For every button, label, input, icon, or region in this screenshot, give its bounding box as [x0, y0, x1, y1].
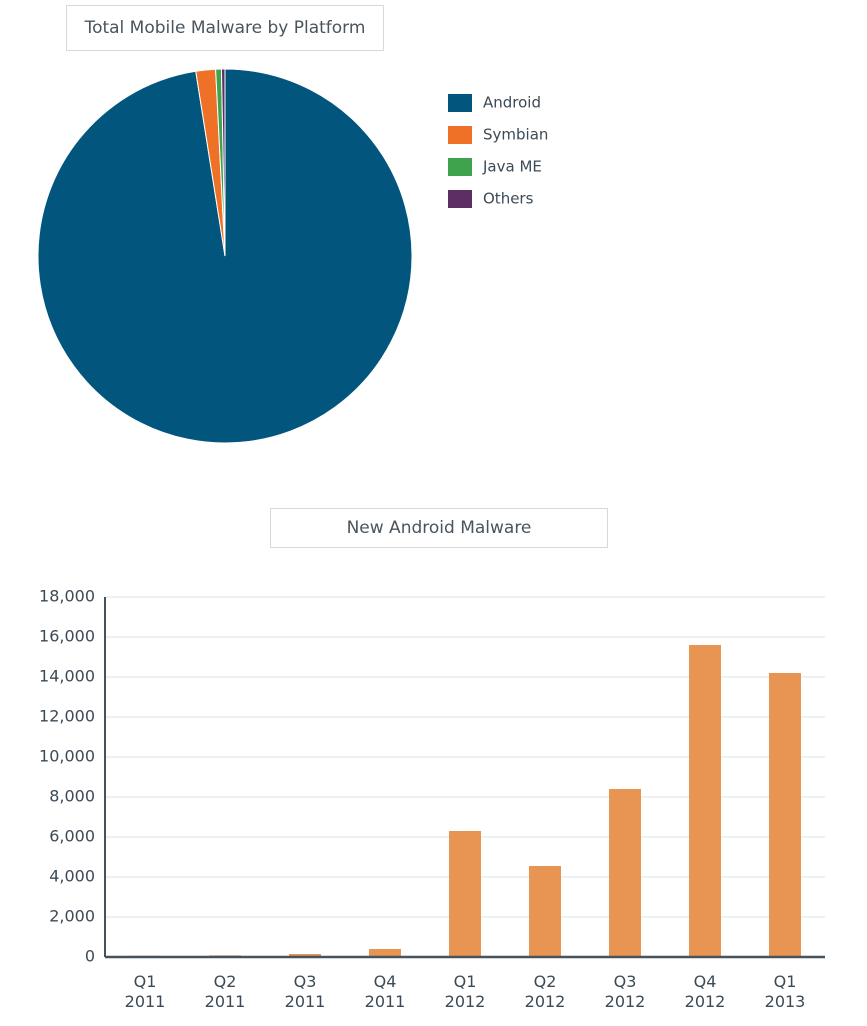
y-tick-label: 8,000	[49, 787, 95, 806]
bar-title: New Android Malware	[270, 508, 608, 548]
y-tick-label: 0	[85, 947, 95, 966]
pie-title: Total Mobile Malware by Platform	[66, 5, 384, 51]
bar	[449, 831, 481, 957]
bar	[689, 645, 721, 957]
x-tick-label: Q2 2012	[524, 972, 566, 1011]
x-tick-label: Q1 2013	[764, 972, 806, 1011]
bar	[769, 673, 801, 957]
y-tick-label: 10,000	[39, 747, 95, 766]
y-tick-label: 2,000	[49, 907, 95, 926]
legend-swatch	[448, 190, 472, 208]
y-tick-label: 12,000	[39, 707, 95, 726]
y-tick-label: 6,000	[49, 827, 95, 846]
x-tick-label: Q1 2012	[444, 972, 486, 1011]
legend-swatch	[448, 158, 472, 176]
x-tick-label: Q2 2011	[204, 972, 246, 1011]
x-tick-label: Q4 2012	[684, 972, 726, 1011]
y-tick-label: 18,000	[39, 587, 95, 606]
x-tick-label: Q1 2011	[124, 972, 166, 1011]
bar	[609, 789, 641, 957]
bar	[529, 866, 561, 957]
x-tick-label: Q4 2011	[364, 972, 406, 1011]
pie-slice	[220, 68, 226, 257]
y-tick-label: 16,000	[39, 627, 95, 646]
legend-swatch	[448, 94, 472, 112]
y-tick-label: 14,000	[39, 667, 95, 686]
bar	[369, 949, 401, 957]
x-tick-label: Q3 2012	[604, 972, 646, 1011]
legend-swatch	[448, 126, 472, 144]
x-tick-label: Q3 2011	[284, 972, 326, 1011]
legend-label: Android	[483, 94, 541, 112]
y-tick-label: 4,000	[49, 867, 95, 886]
legend-label: Others	[483, 190, 534, 208]
legend-label: Symbian	[483, 126, 548, 144]
legend-label: Java ME	[482, 158, 542, 176]
bar	[289, 954, 321, 957]
